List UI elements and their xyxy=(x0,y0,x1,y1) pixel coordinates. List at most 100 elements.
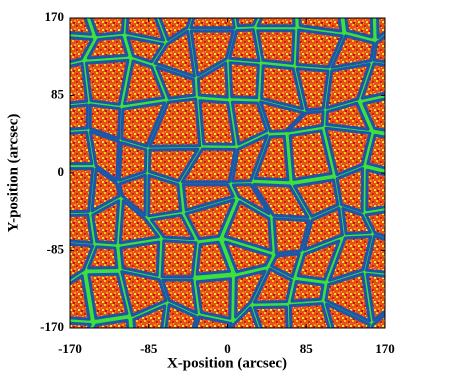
cell xyxy=(228,306,259,328)
cell xyxy=(85,58,130,106)
x-tick-label: 85 xyxy=(300,341,314,356)
cell xyxy=(123,59,166,106)
cell xyxy=(370,313,385,328)
x-axis-label: X-position (arcsec) xyxy=(167,355,287,371)
cell xyxy=(125,18,165,42)
cell xyxy=(86,35,129,60)
cell xyxy=(194,315,233,328)
cell xyxy=(298,18,343,33)
cell xyxy=(365,168,385,212)
cell xyxy=(147,174,183,218)
cell xyxy=(189,18,236,30)
cell xyxy=(296,239,341,281)
cell xyxy=(270,252,301,279)
cell xyxy=(328,235,373,282)
cell xyxy=(195,277,232,320)
cell xyxy=(234,269,267,319)
y-tick-label: -170 xyxy=(40,319,64,334)
cell xyxy=(126,36,165,64)
cell xyxy=(184,198,236,241)
cell xyxy=(118,173,147,217)
y-tick-label: 0 xyxy=(58,164,65,179)
cell xyxy=(228,28,261,63)
x-tick-label: -85 xyxy=(140,341,158,356)
cell xyxy=(70,274,91,321)
image-map xyxy=(70,18,385,328)
cell xyxy=(158,18,192,42)
cell xyxy=(155,65,196,100)
cell xyxy=(293,178,340,218)
y-tick-label: 170 xyxy=(45,9,65,24)
cell xyxy=(259,100,306,133)
cell xyxy=(365,272,385,322)
cell xyxy=(330,34,375,69)
y-tick-label: 85 xyxy=(51,86,65,101)
cell xyxy=(149,213,195,241)
cell xyxy=(290,280,325,303)
cell xyxy=(302,206,344,252)
cell xyxy=(344,18,374,39)
cell xyxy=(90,167,121,213)
cell xyxy=(87,272,129,320)
y-tick-label: -85 xyxy=(47,241,65,256)
cell xyxy=(223,200,273,252)
cell xyxy=(70,61,89,105)
cell xyxy=(364,210,385,238)
cell xyxy=(87,245,119,270)
cell xyxy=(70,130,94,166)
cell xyxy=(88,103,122,140)
cell xyxy=(132,304,167,328)
x-tick-label: -170 xyxy=(58,341,82,356)
cell xyxy=(118,141,148,182)
cell xyxy=(360,62,385,100)
cell xyxy=(288,129,333,181)
cell xyxy=(196,61,229,99)
cell xyxy=(189,29,235,77)
cell xyxy=(88,130,121,182)
cell xyxy=(70,242,95,281)
cell xyxy=(231,183,271,216)
cell xyxy=(70,103,89,131)
y-axis-label: Y-position (arcsec) xyxy=(5,114,21,233)
cell xyxy=(161,278,198,315)
cell xyxy=(253,305,289,328)
cell xyxy=(324,126,372,177)
x-tick-label: 0 xyxy=(224,341,231,356)
cell xyxy=(252,183,310,219)
cell xyxy=(181,183,235,212)
cell xyxy=(230,100,269,146)
cell xyxy=(160,239,198,279)
cell xyxy=(288,302,331,328)
cell xyxy=(70,167,95,214)
cell xyxy=(148,147,200,183)
cell xyxy=(120,270,168,317)
cell xyxy=(253,134,290,182)
cell xyxy=(70,213,94,244)
cell xyxy=(118,199,160,245)
cell xyxy=(120,101,167,148)
cell xyxy=(335,167,364,213)
cell xyxy=(164,303,198,328)
cell xyxy=(70,321,92,328)
cell xyxy=(295,28,344,69)
cell xyxy=(365,234,385,274)
cell xyxy=(362,97,385,132)
cell xyxy=(324,272,371,323)
cell xyxy=(286,110,325,133)
cell xyxy=(224,240,272,274)
cell xyxy=(341,207,372,235)
cell xyxy=(198,99,236,146)
cell xyxy=(325,101,370,131)
cell xyxy=(91,199,121,245)
cell xyxy=(325,302,371,328)
cell xyxy=(228,61,260,100)
cell xyxy=(372,34,385,64)
cell xyxy=(260,64,304,111)
cell xyxy=(90,18,125,37)
cell xyxy=(366,133,385,170)
cell xyxy=(195,240,231,276)
cell xyxy=(376,18,385,39)
cell xyxy=(70,18,93,36)
cell xyxy=(256,29,296,65)
